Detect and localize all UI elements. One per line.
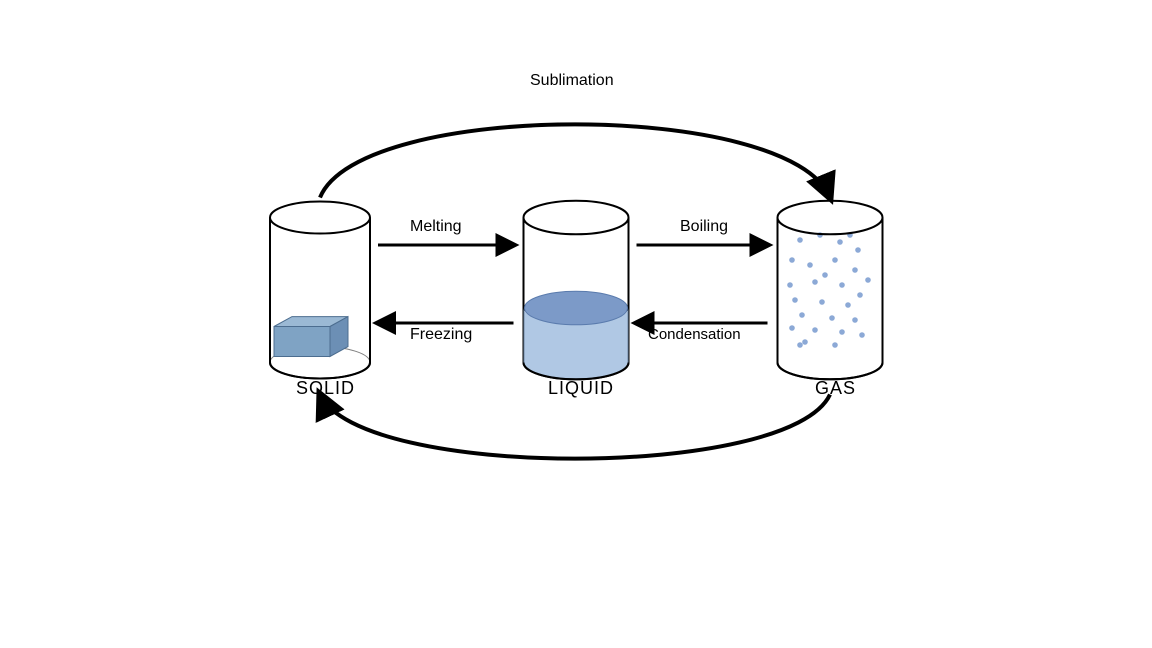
freezing-label: Freezing xyxy=(410,326,472,344)
condensation-label: Condensation xyxy=(648,326,741,343)
liquid-label: LIQUID xyxy=(548,378,614,399)
phase-diagram xyxy=(0,0,1152,648)
solid-label: SOLID xyxy=(296,378,355,399)
melting-label: Melting xyxy=(410,218,462,236)
boiling-label: Boiling xyxy=(680,218,728,236)
sublimation-label: Sublimation xyxy=(530,72,614,90)
gas-label: GAS xyxy=(815,378,856,399)
